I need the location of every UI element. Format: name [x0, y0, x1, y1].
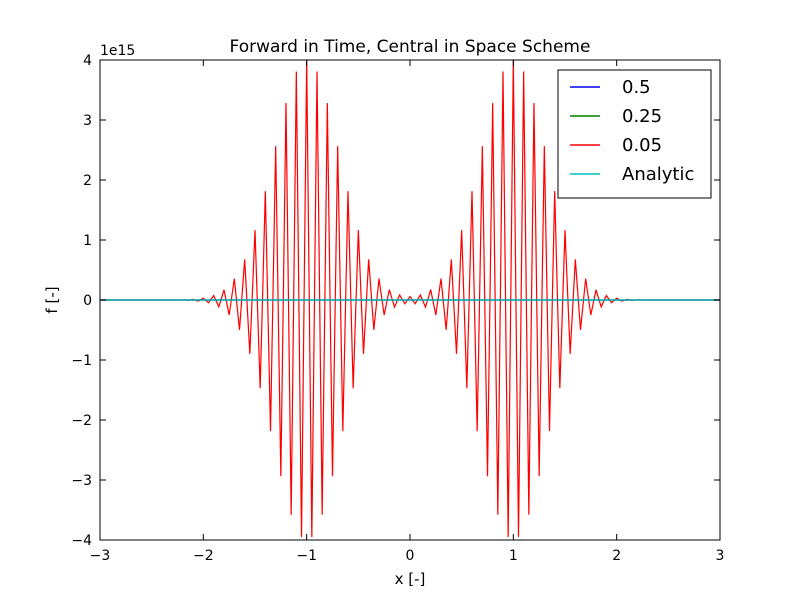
legend-label: Analytic [622, 164, 694, 185]
y-tick-label: 1 [83, 233, 92, 249]
y-tick-label: −3 [71, 473, 92, 489]
y-tick-label: 0 [83, 293, 92, 309]
y-tick-label: −1 [71, 353, 92, 369]
x-tick-label: 0 [406, 548, 415, 564]
y-tick-label: −4 [71, 533, 92, 549]
legend-label: 0.5 [622, 77, 651, 98]
x-tick-label: −2 [193, 548, 214, 564]
x-tick-label: −3 [90, 548, 111, 564]
y-tick-label: 3 [83, 113, 92, 129]
legend-box [557, 69, 712, 199]
y-tick-label: −2 [71, 413, 92, 429]
x-tick-label: 1 [509, 548, 518, 564]
x-axis-label: x [-] [395, 570, 426, 588]
x-tick-label: 2 [612, 548, 621, 564]
legend: 0.5 0.25 0.05 Analytic [557, 69, 712, 199]
y-axis-label: f [-] [43, 286, 61, 313]
y-axis-multiplier: 1e15 [100, 43, 135, 59]
x-tick-label: 3 [716, 548, 725, 564]
y-tick-label: 2 [83, 173, 92, 189]
series-line-0-05 [100, 60, 720, 538]
legend-label: 0.05 [622, 135, 662, 156]
legend-label: 0.25 [622, 106, 662, 127]
series-layer [100, 60, 720, 538]
x-tick-label: −1 [296, 548, 317, 564]
y-tick-label: 4 [83, 53, 92, 69]
plot-frame [99, 59, 721, 541]
chart-title: Forward in Time, Central in Space Scheme [230, 37, 591, 57]
